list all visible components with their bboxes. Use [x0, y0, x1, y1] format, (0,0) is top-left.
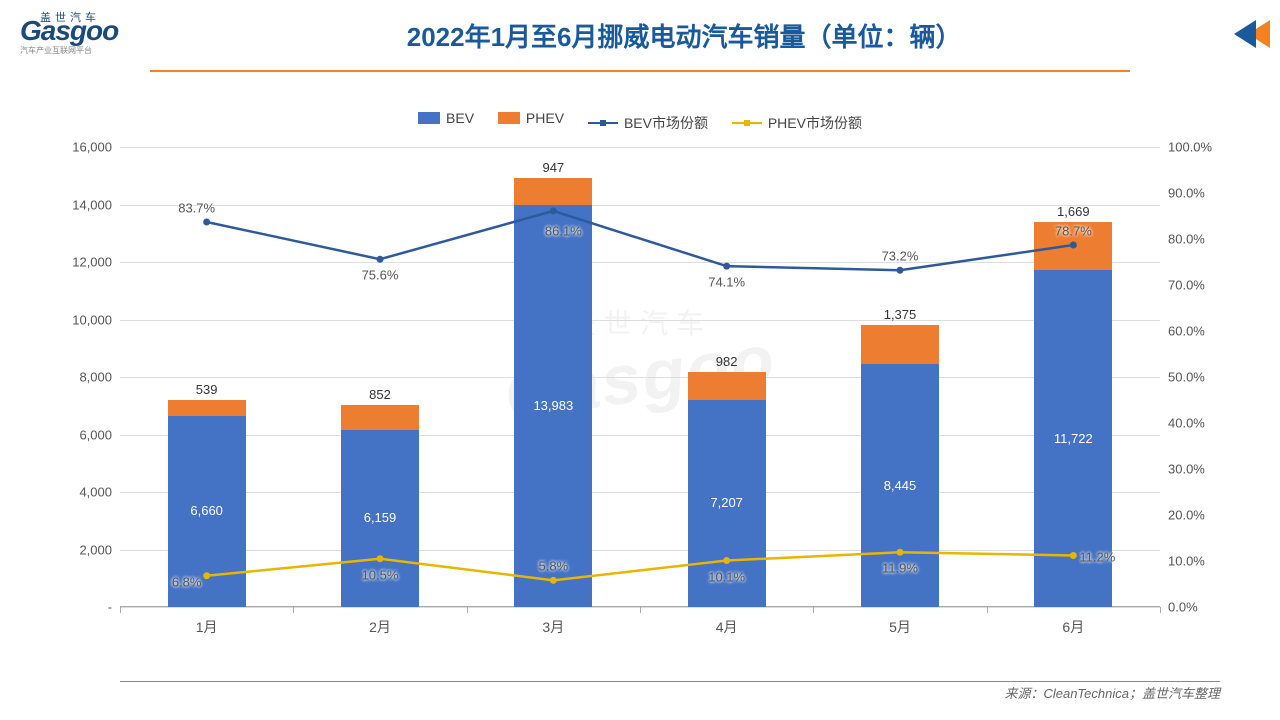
line-phev-share-label: 6.8% — [172, 574, 202, 589]
x-label: 1月 — [196, 617, 218, 637]
y-left-label: 16,000 — [72, 140, 112, 155]
line-phev-share-label: 11.2% — [1079, 550, 1115, 565]
source-divider — [120, 681, 1220, 682]
y-left-label: 10,000 — [72, 312, 112, 327]
x-tick — [1160, 607, 1161, 613]
y-left-label: 6,000 — [79, 427, 112, 442]
source-text: 来源：CleanTechnica；盖世汽车整理 — [1004, 683, 1220, 702]
line-phev-share-label: 11.9% — [882, 561, 918, 576]
y-right-label: 30.0% — [1168, 462, 1205, 477]
x-tick — [120, 607, 121, 613]
legend: BEV PHEV BEV市场份额 PHEV市场份额 — [120, 100, 1160, 147]
line-phev-share-label: 10.1% — [708, 569, 745, 584]
title-underline — [150, 70, 1130, 72]
plot-area: 盖世汽车 Gasgoo -2,0004,0006,0008,00010,0001… — [120, 147, 1160, 607]
y-right-label: 0.0% — [1168, 600, 1198, 615]
header: 盖世汽车 Gasgoo 汽车产业互联网平台 2022年1月至6月挪威电动汽车销量… — [0, 0, 1280, 70]
y-right-label: 90.0% — [1168, 186, 1205, 201]
legend-phev-share: PHEV市场份额 — [732, 113, 862, 133]
y-left-label: 14,000 — [72, 197, 112, 212]
x-label: 6月 — [1062, 617, 1084, 637]
y-right-label: 80.0% — [1168, 232, 1205, 247]
line-phev-share — [120, 147, 1160, 607]
y-left-label: 8,000 — [79, 370, 112, 385]
x-label: 2月 — [369, 617, 391, 637]
x-label: 5月 — [889, 617, 911, 637]
line-phev-share-label: 10.5% — [362, 567, 399, 582]
logo-sub: 汽车产业互联网平台 — [20, 45, 118, 56]
y-right-label: 20.0% — [1168, 508, 1205, 523]
y-right-label: 60.0% — [1168, 324, 1205, 339]
line-phev-share-label: 5.8% — [539, 559, 569, 574]
y-right-label: 70.0% — [1168, 278, 1205, 293]
x-tick — [987, 607, 988, 613]
x-tick — [467, 607, 468, 613]
x-tick — [640, 607, 641, 613]
x-tick — [293, 607, 294, 613]
legend-bev: BEV — [418, 110, 474, 126]
legend-phev: PHEV — [498, 110, 564, 126]
y-left-label: - — [108, 600, 112, 615]
y-left-label: 2,000 — [79, 542, 112, 557]
chart: BEV PHEV BEV市场份额 PHEV市场份额 盖世汽车 Gasgoo -2… — [120, 100, 1160, 660]
x-tick — [813, 607, 814, 613]
logo-cn: 盖世汽车 — [40, 9, 100, 25]
y-right-label: 50.0% — [1168, 370, 1205, 385]
y-right-label: 40.0% — [1168, 416, 1205, 431]
legend-bev-share: BEV市场份额 — [588, 113, 708, 133]
page-title: 2022年1月至6月挪威电动汽车销量（单位：辆） — [118, 17, 1250, 54]
logo: 盖世汽车 Gasgoo 汽车产业互联网平台 — [20, 15, 118, 56]
y-right-label: 10.0% — [1168, 554, 1205, 569]
y-left-label: 4,000 — [79, 485, 112, 500]
x-label: 3月 — [542, 617, 564, 637]
y-left-label: 12,000 — [72, 255, 112, 270]
x-label: 4月 — [716, 617, 738, 637]
y-right-label: 100.0% — [1168, 140, 1212, 155]
